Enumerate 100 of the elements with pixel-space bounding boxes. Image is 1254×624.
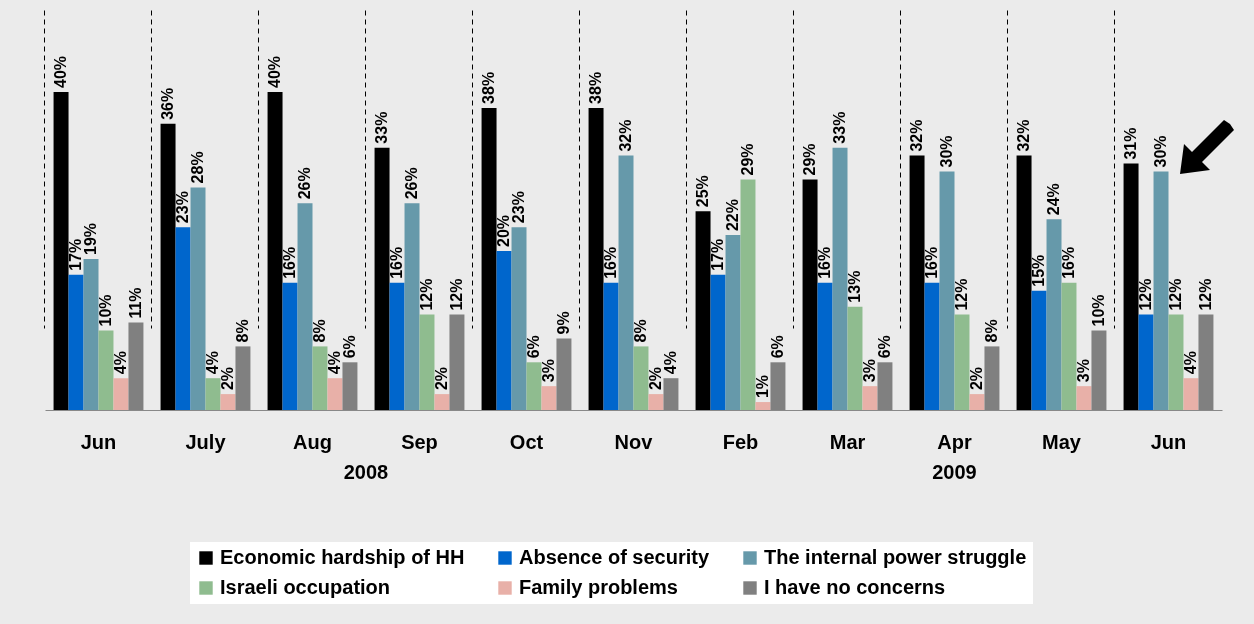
- data-label: 32%: [1015, 119, 1033, 152]
- data-label: 17%: [67, 238, 85, 271]
- data-label: 6%: [768, 335, 786, 359]
- bar: [618, 155, 634, 410]
- data-label: 11%: [126, 287, 144, 319]
- bar: [419, 314, 435, 410]
- data-label: 32%: [908, 119, 926, 152]
- data-label: 38%: [480, 71, 498, 104]
- bar: [1076, 386, 1092, 410]
- x-tick-label: Mar: [829, 430, 866, 453]
- data-label: 3%: [539, 359, 557, 383]
- legend-label: Economic hardship of HH: [220, 546, 465, 568]
- x-tick-label: Oct: [509, 430, 544, 453]
- bar: [541, 386, 557, 410]
- bar: [267, 92, 283, 410]
- data-label: 16%: [816, 246, 834, 279]
- x-tick-label: Sep: [401, 430, 438, 453]
- x-tick-label: Nov: [614, 430, 654, 453]
- bar: [190, 187, 206, 410]
- bar: [633, 346, 649, 410]
- x-tick-label: Aug: [293, 430, 332, 453]
- data-label: 36%: [159, 87, 177, 120]
- data-label: 30%: [938, 135, 956, 168]
- bar: [817, 282, 833, 410]
- data-label: 19%: [82, 222, 100, 255]
- data-label: 6%: [524, 335, 542, 359]
- bar: [327, 378, 343, 410]
- bar: [526, 362, 542, 410]
- bar: [648, 394, 664, 410]
- data-label: 16%: [602, 246, 620, 279]
- data-label: 12%: [417, 278, 435, 311]
- bar: [53, 92, 69, 410]
- bar: [862, 386, 878, 410]
- x-tick-label: Feb: [722, 430, 759, 453]
- data-label: 4%: [111, 351, 129, 375]
- bar: [160, 123, 176, 410]
- bar: [1123, 163, 1139, 410]
- data-label: 8%: [631, 319, 649, 343]
- x-tick-label: Jun: [80, 430, 117, 453]
- data-label: 12%: [952, 278, 970, 311]
- bar: [1061, 282, 1077, 410]
- data-label: 32%: [617, 119, 635, 152]
- bar: [312, 346, 328, 410]
- bar: [725, 235, 741, 410]
- data-label: 2%: [967, 366, 985, 391]
- bar: [588, 107, 604, 410]
- bar: [1138, 314, 1154, 410]
- data-label: 30%: [1152, 135, 1170, 168]
- bar: [1016, 155, 1032, 410]
- data-label: 12%: [1137, 278, 1155, 311]
- bar: [68, 274, 84, 410]
- data-label: 4%: [325, 351, 343, 375]
- data-label: 16%: [1059, 246, 1077, 279]
- data-label: 13%: [845, 270, 863, 303]
- data-label: 2%: [432, 366, 450, 391]
- data-label: 29%: [801, 143, 819, 176]
- data-label: 33%: [831, 111, 849, 144]
- data-label: 10%: [96, 294, 114, 327]
- legend-label: I have no concerns: [764, 576, 946, 598]
- data-label: 4%: [1181, 351, 1199, 375]
- data-label: 2%: [646, 366, 664, 391]
- data-label: 12%: [1166, 278, 1184, 311]
- bar: [755, 402, 771, 410]
- bar: [939, 171, 955, 410]
- data-label: 16%: [388, 246, 406, 279]
- data-label: 12%: [1196, 278, 1214, 311]
- bar: [374, 147, 390, 410]
- legend-label: Absence of security: [519, 546, 710, 568]
- legend-label: Family problems: [519, 576, 678, 598]
- legend-label: Israeli occupation: [220, 576, 391, 598]
- bar: [1031, 290, 1047, 410]
- data-label: 8%: [310, 319, 328, 343]
- bar: [710, 274, 726, 410]
- bar: [175, 227, 191, 410]
- data-label: 4%: [661, 351, 679, 375]
- data-label: 40%: [52, 55, 70, 88]
- data-label: 6%: [875, 335, 893, 359]
- bar: [954, 314, 970, 410]
- data-label: 33%: [373, 111, 391, 144]
- data-label: 17%: [709, 238, 727, 271]
- data-label: 4%: [203, 351, 221, 375]
- bar: [389, 282, 405, 410]
- data-label: 3%: [860, 359, 878, 383]
- data-label: 20%: [495, 214, 513, 247]
- bar: [847, 306, 863, 410]
- bar: [924, 282, 940, 410]
- bar: [740, 179, 756, 410]
- bar: [282, 282, 298, 410]
- data-label: 12%: [447, 278, 465, 311]
- bar: [511, 227, 527, 410]
- x-tick-label: Jun: [1150, 430, 1187, 453]
- data-label: 22%: [724, 199, 742, 232]
- bar: [1153, 171, 1169, 410]
- bar: [909, 155, 925, 410]
- bar: [434, 394, 450, 410]
- bar: [481, 107, 497, 410]
- data-label: 16%: [281, 246, 299, 279]
- bar: [969, 394, 985, 410]
- bar: [695, 211, 711, 410]
- bar: [404, 203, 420, 410]
